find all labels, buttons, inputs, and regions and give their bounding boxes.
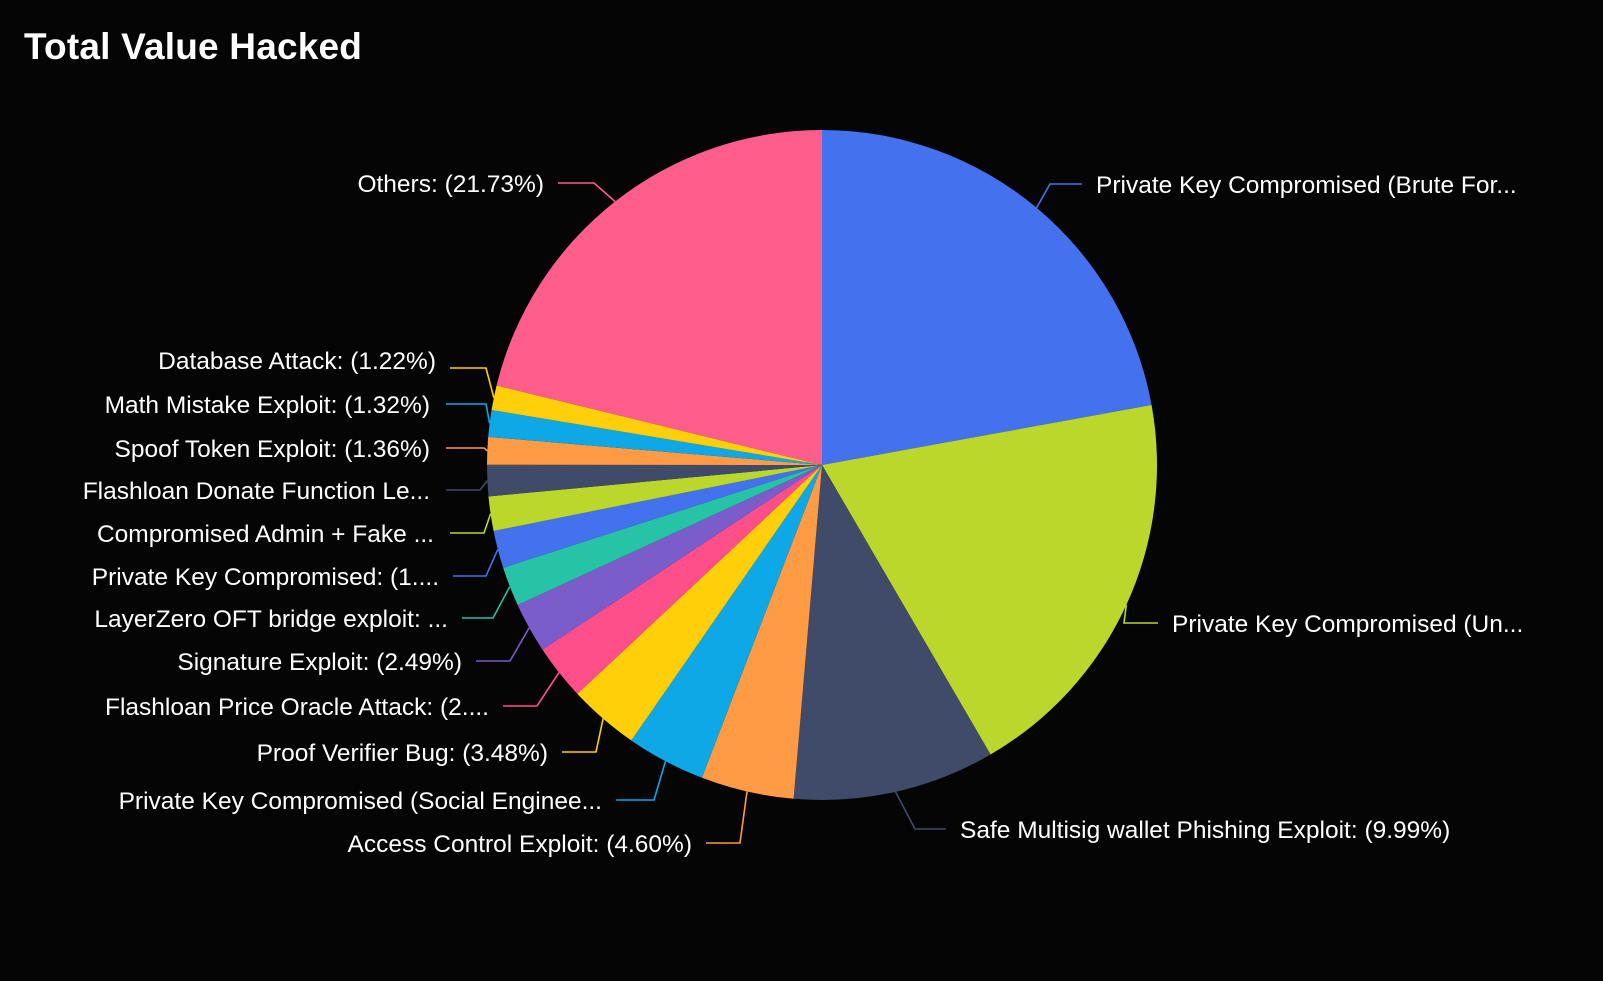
pie-slice[interactable] <box>822 130 1152 465</box>
pie-slice[interactable] <box>517 465 822 650</box>
chart-title: Total Value Hacked <box>24 26 363 67</box>
pie-slice[interactable] <box>488 410 822 465</box>
leader-line <box>706 791 748 844</box>
slice-label: Flashloan Donate Function Le... <box>83 478 430 505</box>
pie-slice[interactable] <box>488 465 822 531</box>
leader-line <box>503 672 560 707</box>
slice-label: Flashloan Price Oracle Attack: (2.... <box>105 694 489 721</box>
pie-slice[interactable] <box>493 465 822 568</box>
pie-slice[interactable] <box>491 385 822 465</box>
pie-slices <box>486 130 1157 801</box>
leader-line <box>476 627 530 662</box>
slice-label: Private Key Compromised (Brute For... <box>1096 172 1517 199</box>
pie-slice[interactable] <box>542 465 822 694</box>
pie-labels: Private Key Compromised (Brute For... Pri… <box>83 171 1524 858</box>
slice-label: Database Attack: (1.22%) <box>158 348 436 375</box>
leader-line <box>453 549 499 577</box>
leader-line <box>616 760 667 801</box>
slice-label: Spoof Token Exploit: (1.36%) <box>114 436 430 463</box>
pie-slice[interactable] <box>487 436 822 465</box>
slice-label: LayerZero OFT bridge exploit: ... <box>94 606 448 633</box>
pie-slice[interactable] <box>793 465 991 801</box>
leader-line <box>1035 183 1082 209</box>
leader-line <box>446 447 488 452</box>
leader-line <box>462 586 511 619</box>
pie-slice[interactable] <box>701 465 822 799</box>
slice-label: Private Key Compromised: (1.... <box>92 564 439 591</box>
slice-label: Signature Exploit: (2.49%) <box>177 649 462 676</box>
leader-line <box>562 718 604 753</box>
pie-slice[interactable] <box>577 465 822 741</box>
slice-label: Math Mistake Exploit: (1.32%) <box>105 392 430 419</box>
leader-line <box>446 480 489 491</box>
leader-line <box>1123 605 1158 624</box>
slice-label: Proof Verifier Bug: (3.48%) <box>257 740 548 767</box>
leader-line <box>446 403 491 424</box>
leader-line <box>894 791 946 830</box>
pie-slice[interactable] <box>503 465 822 605</box>
pie-slice[interactable] <box>496 130 822 465</box>
leader-line <box>450 367 495 398</box>
slice-label: Access Control Exploit: (4.60%) <box>348 831 693 858</box>
pie-slice[interactable] <box>822 404 1157 755</box>
slice-label: Safe Multisig wallet Phishing Exploit: (… <box>960 817 1450 844</box>
pie-leader-lines <box>446 182 1158 844</box>
leader-line <box>558 182 616 203</box>
slice-label: Compromised Admin + Fake ... <box>97 521 434 548</box>
slice-label: Private Key Compromised (Social Enginee.… <box>119 788 602 815</box>
pie-slice[interactable] <box>486 464 822 497</box>
slice-label: Others: (21.73%) <box>357 171 544 198</box>
leader-line <box>450 513 492 534</box>
pie-slice[interactable] <box>631 465 822 778</box>
slice-label: Private Key Compromised (Un... <box>1172 611 1523 638</box>
